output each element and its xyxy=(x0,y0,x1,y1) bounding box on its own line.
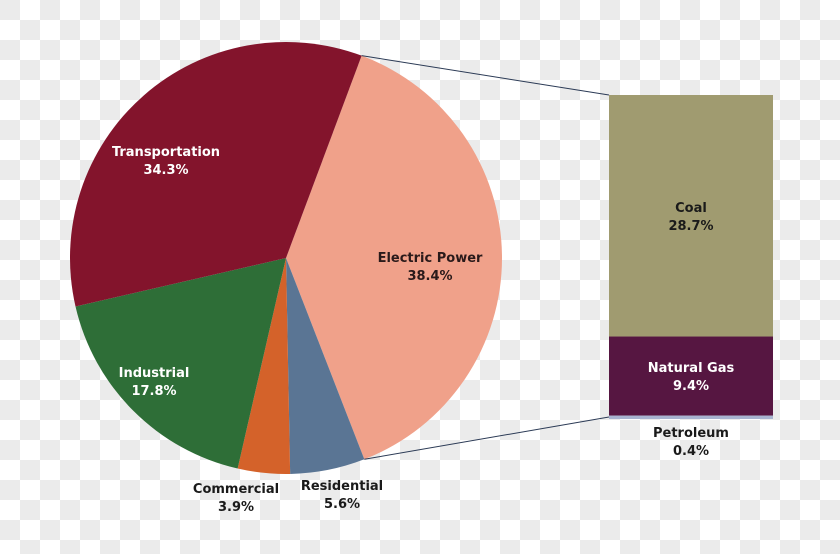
pie-slice-industrial xyxy=(75,258,286,469)
pie-industrial-label: Industrial xyxy=(119,366,190,381)
bar-segment-petroleum xyxy=(609,415,773,419)
bar-segment-coal xyxy=(609,95,773,337)
pie-electric-power-label: Electric Power xyxy=(378,251,483,266)
pie-industrial-value: 17.8% xyxy=(131,384,176,399)
pie-residential-value: 5.6% xyxy=(324,497,360,512)
pie-commercial-value: 3.9% xyxy=(218,500,254,515)
pie-transportation-value: 34.3% xyxy=(143,163,188,178)
connector-line-bottom xyxy=(364,416,610,460)
pie-commercial-label: Commercial xyxy=(193,482,279,497)
connector-line-top xyxy=(361,55,610,96)
pie-slice-commercial xyxy=(237,258,291,474)
pie-slice-transportation xyxy=(70,42,362,307)
bar-coal-label: Coal xyxy=(675,201,707,216)
bar-petroleum-value: 0.4% xyxy=(673,444,709,459)
bar-petroleum-label: Petroleum xyxy=(653,426,729,441)
pie-slice-electric-power xyxy=(286,55,502,460)
bar-natural-gas-label: Natural Gas xyxy=(648,361,735,376)
bar-natural-gas-value: 9.4% xyxy=(673,379,709,394)
pie-electric-power-value: 38.4% xyxy=(407,269,452,284)
pie-residential-label: Residential xyxy=(301,479,383,494)
pie-transportation-label: Transportation xyxy=(112,145,220,160)
bar-segment-natural-gas xyxy=(609,336,773,416)
pie-slice-residential xyxy=(286,258,365,474)
bar-coal-value: 28.7% xyxy=(668,219,713,234)
